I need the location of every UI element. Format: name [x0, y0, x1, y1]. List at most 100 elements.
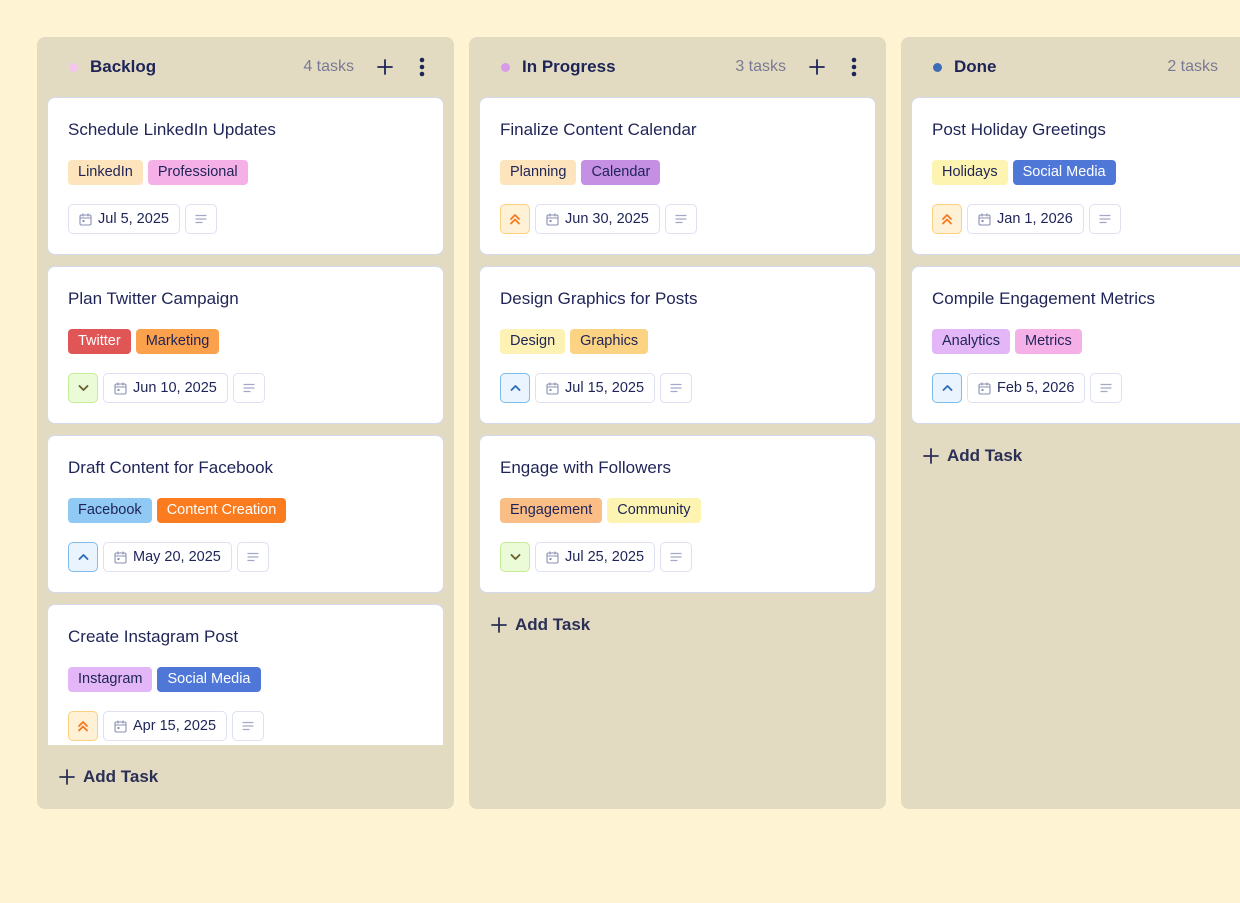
due-date-button[interactable]: May 20, 2025 — [103, 542, 232, 572]
task-meta: Apr 15, 2025 — [68, 711, 423, 741]
description-lines-icon — [1100, 383, 1113, 393]
task-card[interactable]: Draft Content for Facebook Facebook Conte… — [47, 435, 444, 593]
column-menu-button[interactable] — [850, 57, 858, 77]
calendar-icon — [114, 720, 127, 733]
due-date-text: May 20, 2025 — [133, 549, 221, 565]
card-list[interactable]: Post Holiday Greetings Holidays Social Me… — [911, 97, 1240, 424]
kanban-column-done: Done 2 tasks Post Holiday Greetings Holi… — [901, 37, 1240, 809]
column-menu-button[interactable] — [418, 57, 426, 77]
priority-button[interactable] — [932, 373, 962, 403]
priority-button[interactable] — [932, 204, 962, 234]
due-date-button[interactable]: Jul 15, 2025 — [535, 373, 656, 403]
tag-list: Engagement Community — [500, 498, 855, 523]
calendar-icon — [114, 551, 127, 564]
task-title: Post Holiday Greetings — [932, 120, 1106, 139]
description-lines-icon — [243, 383, 255, 393]
due-date-button[interactable]: Jan 1, 2026 — [967, 204, 1084, 234]
priority-medium-chevron-up-icon — [942, 384, 953, 392]
plus-icon — [923, 448, 939, 464]
tag-list: LinkedIn Professional — [68, 160, 423, 185]
due-date-button[interactable]: Apr 15, 2025 — [103, 711, 228, 741]
task-title: Finalize Content Calendar — [500, 120, 697, 139]
task-meta: Jul 5, 2025 — [68, 204, 423, 234]
tag-label: Social Media — [157, 667, 261, 692]
add-task-label: Add Task — [83, 767, 159, 786]
tag-list: Analytics Metrics — [932, 329, 1240, 354]
add-task-button[interactable]: Add Task — [911, 424, 1240, 488]
due-date-text: Jul 25, 2025 — [565, 549, 645, 565]
task-title: Schedule LinkedIn Updates — [68, 120, 276, 139]
priority-low-chevron-down-icon — [78, 384, 89, 392]
task-card[interactable]: Post Holiday Greetings Holidays Social Me… — [911, 97, 1240, 255]
due-date-text: Jul 15, 2025 — [565, 380, 645, 396]
description-button[interactable] — [664, 204, 697, 234]
card-list[interactable]: Schedule LinkedIn Updates LinkedIn Profes… — [47, 97, 444, 745]
tag-list: Holidays Social Media — [932, 160, 1240, 185]
column-task-count: 3 tasks — [735, 58, 786, 75]
task-card[interactable]: Schedule LinkedIn Updates LinkedIn Profes… — [47, 97, 444, 255]
due-date-button[interactable]: Feb 5, 2026 — [967, 373, 1086, 403]
task-card[interactable]: Create Instagram Post Instagram Social Me… — [47, 604, 444, 745]
add-card-button[interactable] — [808, 58, 826, 76]
tag-label: Content Creation — [156, 498, 287, 523]
tag-label: Professional — [147, 160, 248, 185]
due-date-button[interactable]: Jun 30, 2025 — [535, 204, 660, 234]
tag-list: Twitter Marketing — [68, 329, 423, 354]
task-title: Engage with Followers — [500, 458, 672, 477]
add-task-button[interactable]: Add Task — [479, 593, 876, 657]
task-meta: Jul 25, 2025 — [500, 542, 855, 572]
tag-label: Design — [500, 329, 566, 354]
priority-medium-chevron-up-icon — [78, 553, 89, 561]
task-title: Design Graphics for Posts — [500, 289, 698, 308]
task-card[interactable]: Design Graphics for Posts Design Graphics… — [479, 266, 876, 424]
due-date-button[interactable]: Jun 10, 2025 — [103, 373, 228, 403]
priority-button[interactable] — [500, 373, 530, 403]
task-title: Create Instagram Post — [68, 627, 239, 646]
calendar-icon — [978, 213, 991, 226]
priority-button[interactable] — [68, 542, 98, 572]
description-button[interactable] — [1090, 373, 1123, 403]
description-button[interactable] — [660, 373, 693, 403]
task-card[interactable]: Plan Twitter Campaign Twitter Marketing J… — [47, 266, 444, 424]
task-card[interactable]: Engage with Followers Engagement Communit… — [479, 435, 876, 593]
due-date-text: Feb 5, 2026 — [997, 380, 1075, 396]
task-meta: May 20, 2025 — [68, 542, 423, 572]
description-lines-icon — [675, 214, 687, 224]
description-button[interactable] — [1088, 204, 1121, 234]
tag-label: Calendar — [581, 160, 661, 185]
calendar-icon — [978, 382, 991, 395]
due-date-text: Jun 10, 2025 — [133, 380, 217, 396]
column-header: In Progress 3 tasks — [479, 37, 876, 97]
kanban-column-in-progress: In Progress 3 tasks Finalize Content Cal… — [469, 37, 886, 809]
plus-icon — [377, 59, 393, 75]
description-button[interactable] — [660, 542, 693, 572]
tag-label: Planning — [500, 160, 577, 185]
card-list[interactable]: Finalize Content Calendar Planning Calend… — [479, 97, 876, 593]
description-button[interactable] — [232, 373, 265, 403]
tag-label: Social Media — [1012, 160, 1116, 185]
priority-button[interactable] — [68, 373, 98, 403]
more-vertical-icon — [851, 57, 857, 77]
column-title: In Progress — [522, 57, 616, 76]
priority-button[interactable] — [500, 542, 530, 572]
due-date-text: Jun 30, 2025 — [565, 211, 649, 227]
due-date-button[interactable]: Jul 25, 2025 — [535, 542, 656, 572]
due-date-button[interactable]: Jul 5, 2025 — [68, 204, 180, 234]
priority-high-double-chevron-up-icon — [509, 213, 521, 225]
description-button[interactable] — [184, 204, 217, 234]
tag-label: LinkedIn — [68, 160, 143, 185]
add-card-button[interactable] — [376, 58, 394, 76]
description-lines-icon — [670, 552, 682, 562]
calendar-icon — [79, 213, 92, 226]
priority-button[interactable] — [68, 711, 98, 741]
more-vertical-icon — [419, 57, 425, 77]
add-task-button[interactable]: Add Task — [47, 745, 444, 809]
description-button[interactable] — [232, 711, 265, 741]
column-header: Backlog 4 tasks — [47, 37, 444, 97]
task-card[interactable]: Finalize Content Calendar Planning Calend… — [479, 97, 876, 255]
task-card[interactable]: Compile Engagement Metrics Analytics Metr… — [911, 266, 1240, 424]
tag-list: Design Graphics — [500, 329, 855, 354]
priority-button[interactable] — [500, 204, 530, 234]
description-button[interactable] — [236, 542, 269, 572]
due-date-text: Jul 5, 2025 — [98, 211, 169, 227]
